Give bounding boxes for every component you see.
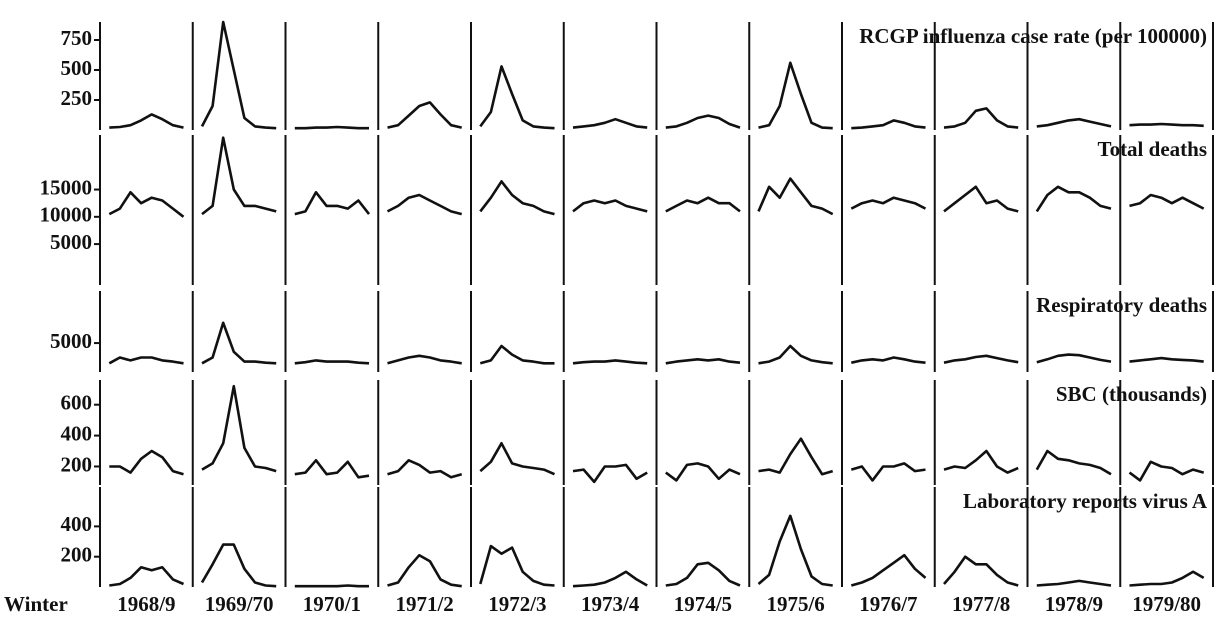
x-tick-label: 1975/6 — [766, 592, 824, 616]
series-line — [200, 543, 277, 588]
series-line — [294, 584, 369, 588]
series-line — [665, 196, 741, 213]
series-line — [200, 20, 277, 130]
series-line — [943, 185, 1019, 213]
x-tick-label: 1979/80 — [1132, 592, 1201, 616]
x-tick-label: 1969/70 — [205, 592, 274, 616]
x-axis-label: Winter — [4, 592, 68, 616]
panel-title: Respiratory deaths — [1036, 293, 1207, 317]
series-line — [201, 384, 277, 473]
series-line — [479, 65, 555, 130]
series-line — [109, 113, 184, 129]
series-line — [851, 119, 926, 130]
y-tick-label: 15000 — [40, 175, 93, 199]
series-line — [387, 354, 462, 365]
series-line — [943, 354, 1019, 364]
y-tick-label: 5000 — [50, 230, 92, 254]
series-line — [1036, 117, 1112, 128]
series-line — [1035, 449, 1112, 476]
x-tick-label: 1971/2 — [395, 592, 453, 616]
panel-title: Laboratory reports virus A — [963, 489, 1208, 513]
series-line — [943, 449, 1019, 474]
series-line — [1128, 460, 1205, 482]
y-tick-label: 200 — [61, 452, 93, 476]
series-line — [943, 555, 1019, 587]
series-line — [1129, 122, 1204, 128]
series-line — [1036, 579, 1112, 587]
series-line — [294, 458, 370, 479]
x-tick-label: 1973/4 — [581, 592, 640, 616]
series-line — [572, 463, 648, 484]
series-line — [294, 125, 369, 130]
x-tick-label: 1968/9 — [117, 592, 175, 616]
panel-title: Total deaths — [1097, 137, 1207, 161]
series-line — [851, 356, 926, 364]
series-line — [1129, 193, 1205, 210]
series-line — [386, 193, 463, 216]
panel-title: RCGP influenza case rate (per 100000) — [859, 24, 1207, 48]
series-line — [943, 107, 1019, 129]
series-line — [665, 357, 741, 365]
x-tick-label: 1978/9 — [1045, 592, 1103, 616]
y-tick-label: 750 — [61, 26, 93, 50]
series-line — [479, 544, 555, 587]
series-line — [1036, 353, 1112, 364]
series-line — [108, 356, 184, 365]
panel-title: SBC (thousands) — [1056, 382, 1207, 406]
y-tick-label: 400 — [61, 421, 93, 445]
series-line — [294, 359, 370, 365]
series-line — [757, 514, 833, 587]
y-tick-label: 250 — [61, 86, 93, 110]
series-line — [201, 321, 277, 365]
series-line — [757, 177, 834, 216]
y-tick-label: 10000 — [40, 203, 93, 227]
series-line — [572, 570, 648, 588]
series-line — [758, 61, 833, 130]
series-line — [387, 553, 462, 588]
x-tick-label: 1976/7 — [859, 592, 917, 616]
series-line — [108, 191, 185, 218]
series-line — [1035, 185, 1112, 213]
y-tick-label: 600 — [61, 391, 93, 415]
series-line — [1129, 570, 1205, 587]
series-line — [665, 462, 741, 482]
series-line — [758, 437, 834, 476]
series-line — [479, 180, 555, 216]
series-line — [294, 191, 371, 216]
series-line — [109, 449, 184, 476]
y-tick-label: 400 — [61, 512, 93, 536]
series-line — [665, 561, 741, 587]
y-tick-label: 5000 — [50, 329, 92, 353]
series-line — [758, 344, 833, 365]
x-tick-label: 1977/8 — [952, 592, 1010, 616]
x-tick-label: 1970/1 — [303, 592, 361, 616]
x-tick-label: 1974/5 — [674, 592, 732, 616]
series-line — [850, 196, 927, 210]
series-line — [387, 458, 463, 479]
series-line — [850, 462, 926, 482]
series-line — [665, 114, 741, 129]
series-line — [572, 117, 648, 129]
series-line — [201, 136, 277, 216]
y-tick-label: 200 — [61, 543, 93, 567]
series-line — [387, 101, 462, 129]
series-line — [572, 359, 648, 365]
x-tick-label: 1972/3 — [488, 592, 546, 616]
y-tick-label: 500 — [61, 56, 93, 80]
series-line — [1129, 356, 1204, 363]
series-line — [109, 565, 185, 587]
series-line — [572, 199, 648, 213]
series-line — [479, 441, 556, 476]
series-line — [479, 344, 555, 365]
series-line — [850, 553, 927, 587]
